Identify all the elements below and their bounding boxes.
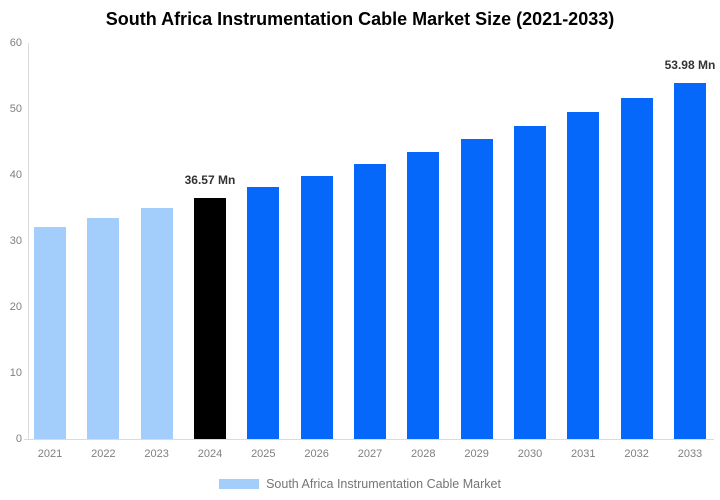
x-axis-label-2028: 2028 [411,448,436,460]
x-axis-label-2026: 2026 [304,448,329,460]
x-axis-label-2029: 2029 [464,448,489,460]
x-axis-line [24,439,714,440]
x-axis-label-2024: 2024 [197,448,223,460]
legend-label: South Africa Instrumentation Cable Marke… [266,476,501,491]
legend-item[interactable]: South Africa Instrumentation Cable Marke… [219,477,501,492]
legend-swatch [219,479,260,489]
y-axis-tick-label-50: 50 [9,102,22,115]
chart-title: South Africa Instrumentation Cable Marke… [105,9,615,29]
y-axis-tick-label-0: 0 [15,432,22,445]
x-axis-label-2025: 2025 [251,448,276,460]
y-axis-line [28,43,29,439]
y-axis-tick-label-60: 60 [9,36,22,49]
bar-value-label-2033: 53.98 Mn [664,57,716,72]
y-axis-tick-label-40: 40 [9,168,22,181]
y-axis-tick-label-30: 30 [9,234,22,247]
bar-2029[interactable] [460,139,493,439]
x-axis-label-2032: 2032 [624,448,649,460]
bar-2030[interactable] [513,126,546,439]
bar-2031[interactable] [567,112,600,439]
x-axis-label-2022: 2022 [91,448,116,460]
bar-2027[interactable] [353,164,386,439]
y-axis-tick-label-10: 10 [9,366,22,379]
bar-2021[interactable] [34,227,66,439]
x-axis-label-2027: 2027 [357,448,383,460]
bar-2028[interactable] [407,151,440,439]
x-axis-label-2033: 2033 [677,448,703,460]
x-axis-label-2021: 2021 [37,448,63,460]
y-axis-tick-label-20: 20 [9,300,22,313]
legend: South Africa Instrumentation Cable Marke… [0,475,720,493]
bar-2026[interactable] [300,175,333,439]
bar-2022[interactable] [87,217,120,439]
x-axis-label-2031: 2031 [571,448,596,460]
bar-2032[interactable] [620,97,653,439]
bar-2033[interactable] [673,82,706,439]
bar-2025[interactable] [247,186,280,439]
bar-value-label-2024: 36.57 Mn [184,172,236,187]
bar-2023[interactable] [140,208,173,439]
x-axis-label-2023: 2023 [144,448,169,460]
bar-2024[interactable] [193,197,226,439]
x-axis-label-2030: 2030 [517,448,543,460]
